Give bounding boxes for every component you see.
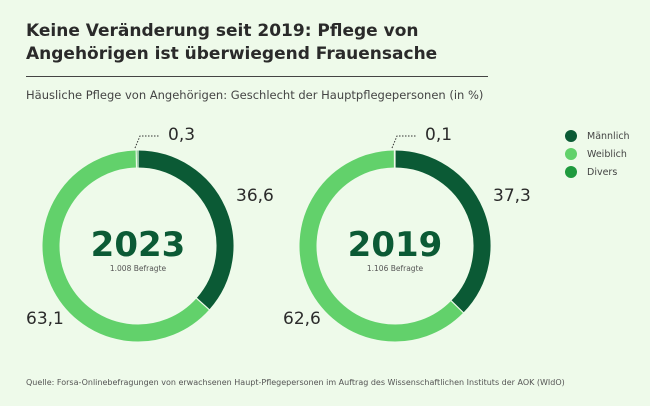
leader-line (134, 135, 160, 149)
donut-slice-männlich (137, 150, 234, 310)
legend-label: Männlich (587, 130, 630, 142)
legend-label: Divers (587, 166, 618, 178)
legend-swatch (565, 166, 577, 178)
legend-item-weiblich: Weiblich (565, 145, 630, 163)
slice-separator (195, 297, 211, 311)
data-label-männlich: 36,6 (236, 186, 274, 206)
source-note: Quelle: Forsa-Onlinebefragungen von erwa… (26, 378, 565, 387)
legend: Männlich Weiblich Divers (565, 127, 630, 181)
legend-item-divers: Divers (565, 163, 630, 181)
data-label-weiblich: 63,1 (26, 309, 64, 329)
year-label: 2019 (348, 225, 443, 265)
year-label: 2023 (91, 225, 186, 265)
legend-swatch (565, 148, 577, 160)
legend-swatch (565, 130, 577, 142)
donut-slice-weiblich (42, 150, 210, 342)
donut-slice-weiblich (299, 150, 464, 342)
data-label-divers: 0,3 (168, 125, 195, 145)
respondents-label: 1.008 Befragte (110, 264, 167, 273)
data-label-weiblich: 62,6 (283, 309, 321, 329)
chart-title: Keine Veränderung seit 2019: Pflege von … (26, 21, 438, 64)
slice-separator (450, 299, 465, 314)
divider (26, 76, 488, 77)
data-label-männlich: 37,3 (493, 186, 531, 206)
legend-label: Weiblich (587, 148, 627, 160)
chart-subtitle: Häusliche Pflege von Angehörigen: Geschl… (26, 88, 484, 102)
leader-line (391, 135, 417, 149)
legend-item-maennlich: Männlich (565, 127, 630, 145)
data-label-divers: 0,1 (425, 125, 452, 145)
respondents-label: 1.106 Befragte (367, 264, 424, 273)
donut-slice-männlich (394, 150, 491, 313)
